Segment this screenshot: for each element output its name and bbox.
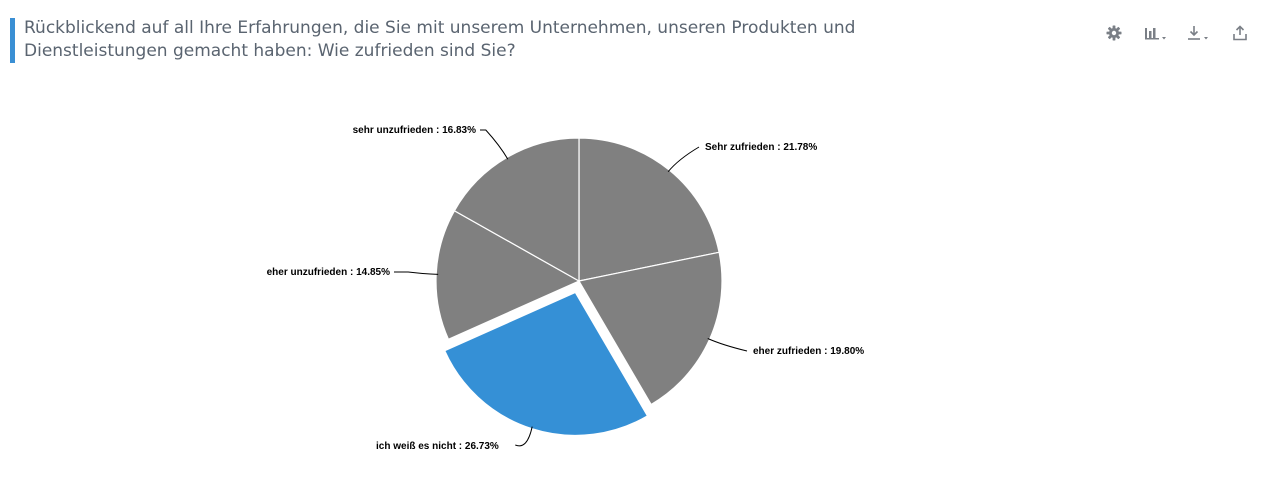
settings-button[interactable] — [1093, 22, 1135, 44]
label-connector-line — [515, 426, 533, 447]
title-accent-bar — [10, 18, 15, 63]
share-button[interactable] — [1219, 22, 1261, 44]
widget-title: Rückblickend auf all Ihre Erfahrungen, d… — [24, 18, 856, 61]
label-connector-line — [707, 338, 748, 352]
label-connector-line — [394, 271, 439, 275]
data-label-sehr-unzufrieden: sehr unzufrieden : 16.83% — [353, 125, 476, 136]
label-connector-line — [667, 146, 700, 173]
widget-toolbar — [1093, 22, 1261, 44]
pie-chart: Sehr zufrieden : 21.78% eher zufrieden : … — [267, 125, 865, 452]
share-icon — [1233, 25, 1247, 41]
chart-type-button[interactable] — [1135, 22, 1177, 44]
data-label-sehr-zufrieden: Sehr zufrieden : 21.78% — [705, 142, 817, 153]
data-label-eher-unzufrieden: eher unzufrieden : 14.85% — [267, 267, 390, 278]
data-label-eher-zufrieden: eher zufrieden : 19.80% — [753, 346, 864, 357]
data-label-ich-weiß-es-nicht: ich weiß es nicht : 26.73% — [376, 441, 499, 452]
label-connector-line — [480, 129, 509, 160]
download-icon — [1188, 26, 1208, 40]
gear-icon — [1106, 25, 1122, 41]
chart-type-icon — [1145, 28, 1166, 40]
download-button[interactable] — [1177, 22, 1219, 44]
